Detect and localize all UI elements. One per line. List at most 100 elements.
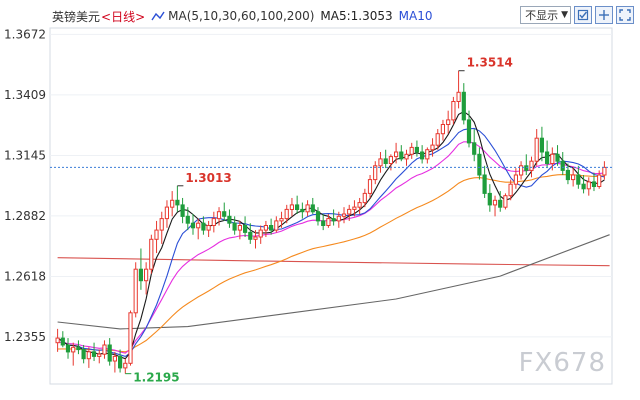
candle-body <box>76 346 81 351</box>
candle-body <box>336 215 341 222</box>
candle-body <box>529 160 534 171</box>
candle-body <box>571 174 576 181</box>
candle-body <box>86 351 91 360</box>
candle-body <box>456 91 461 103</box>
candle-body <box>118 355 123 369</box>
candle-body <box>409 146 414 155</box>
price-annotation: 1.3013 <box>185 171 231 185</box>
candle-body <box>492 199 498 206</box>
ma5-value: MA5:1.3053 <box>320 9 393 23</box>
candle-body <box>560 160 565 171</box>
candle-body <box>102 344 107 355</box>
cross-icon[interactable] <box>595 6 613 24</box>
chart-toolbar: 不显示 ▼ <box>520 6 634 24</box>
candle-body <box>175 199 180 206</box>
candlesticks <box>55 70 607 374</box>
candle-body <box>550 153 555 165</box>
candle-body <box>581 183 586 190</box>
plot-frame <box>49 27 613 385</box>
candle-body <box>222 211 227 217</box>
y-tick-label: 1.2618 <box>4 270 46 284</box>
price-annotation: 1.3514 <box>467 56 513 70</box>
candle-body <box>133 268 138 314</box>
y-tick-label: 1.2882 <box>4 209 46 223</box>
candle-body <box>534 137 539 162</box>
checkbox-icon[interactable] <box>574 6 592 24</box>
display-select-value: 不显示 <box>525 9 559 22</box>
candle-body <box>211 218 216 227</box>
candle-body <box>555 153 560 162</box>
candle-body <box>91 351 97 357</box>
candle-body <box>123 362 128 369</box>
chart-overlay: 1.3514 1.3013 1.2195 <box>50 56 612 385</box>
candle-body <box>279 218 284 222</box>
ma60-line <box>57 174 605 353</box>
candle-body <box>284 208 289 220</box>
candle-body <box>586 181 591 190</box>
candle-body <box>508 183 513 197</box>
candle-body <box>378 158 383 167</box>
candle-body <box>326 218 331 227</box>
ma-settings-label[interactable]: MA(5,10,30,60,100,200) <box>168 9 315 23</box>
candle-body <box>487 192 492 206</box>
candle-body <box>81 349 86 360</box>
candle-body <box>97 353 102 357</box>
candle-body <box>451 101 456 121</box>
candle-body <box>170 199 175 208</box>
candle-body <box>305 204 310 213</box>
candle-body <box>466 119 472 144</box>
candle-body <box>60 337 65 346</box>
candle-body <box>243 225 248 233</box>
candle-body <box>185 215 190 224</box>
candle-body <box>71 346 76 353</box>
y-tick-label: 1.3672 <box>4 27 46 41</box>
candle-body <box>201 222 206 231</box>
candle-body <box>545 151 550 164</box>
candle-body <box>237 225 243 231</box>
candle-body <box>263 225 268 231</box>
candle-body <box>539 137 544 153</box>
candle-body <box>597 174 602 187</box>
y-tick-label: 1.3145 <box>4 148 46 162</box>
price-annotation: 1.2195 <box>133 371 179 385</box>
candle-body <box>321 220 326 226</box>
candle-body <box>300 208 305 213</box>
candle-body <box>477 153 482 176</box>
candle-body <box>232 222 237 231</box>
candle-body <box>425 149 430 160</box>
expand-icon[interactable] <box>616 6 634 24</box>
candle-body <box>128 312 133 364</box>
ma-indicator-icon <box>151 11 165 21</box>
candle-body <box>357 202 362 208</box>
candle-body <box>216 211 222 220</box>
candle-body <box>180 204 185 217</box>
candle-body <box>435 133 440 146</box>
candle-body <box>367 179 373 194</box>
y-tick-label: 1.2355 <box>4 330 46 344</box>
candle-body <box>112 355 118 362</box>
candle-body <box>362 192 367 204</box>
ma5-line <box>57 110 605 360</box>
candle-body <box>373 165 378 181</box>
ma10-line <box>57 127 605 358</box>
candle-body <box>107 344 112 362</box>
candle-body <box>591 181 597 187</box>
candle-body <box>248 231 253 240</box>
dropdown-arrow-icon: ▼ <box>561 10 568 20</box>
candle-body <box>138 268 144 282</box>
candle-body <box>498 199 503 208</box>
candle-body <box>258 229 263 238</box>
candle-body <box>253 236 258 240</box>
display-select[interactable]: 不显示 ▼ <box>520 6 571 24</box>
candle-body <box>65 344 71 353</box>
period-selector[interactable]: <日线> <box>101 9 146 24</box>
candle-body <box>482 174 487 194</box>
instrument-title: 英镑美元 <box>52 9 101 24</box>
candle-body <box>420 151 425 160</box>
candle-body <box>524 165 529 171</box>
candle-body <box>144 268 149 282</box>
y-axis: 1.3672 1.3409 1.3145 1.2882 1.2618 1.2355 <box>4 27 46 343</box>
candle-body <box>341 213 347 217</box>
ma200-line <box>57 257 610 267</box>
